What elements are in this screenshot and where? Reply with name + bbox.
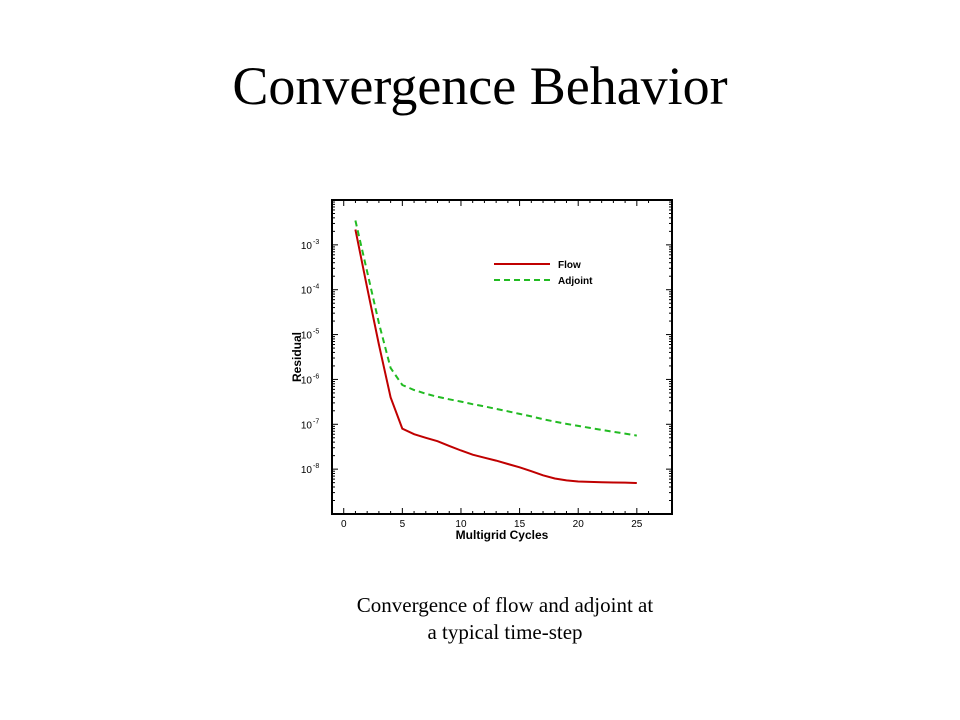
y-tick-exponent: -7 bbox=[313, 418, 319, 425]
y-axis-label: Residual bbox=[290, 332, 304, 382]
series-line-flow bbox=[354, 229, 637, 484]
chart-caption: Convergence of flow and adjoint at a typ… bbox=[356, 593, 654, 645]
series-layer bbox=[354, 220, 637, 484]
legend: Flow Adjoint bbox=[494, 260, 593, 287]
x-tick-label: 5 bbox=[400, 519, 406, 530]
x-tick-label: 20 bbox=[573, 519, 585, 530]
plot-frame bbox=[331, 199, 673, 515]
y-tick-label: 10 bbox=[301, 420, 313, 431]
x-axis-label: Multigrid Cycles bbox=[456, 528, 549, 542]
y-tick-exponent: -5 bbox=[313, 329, 319, 336]
y-tick-exponent: -6 bbox=[313, 373, 319, 380]
y-tick-exponent: -4 bbox=[313, 284, 319, 291]
y-tick-label: 10 bbox=[301, 286, 313, 297]
slide-title: Convergence Behavior bbox=[232, 56, 728, 116]
x-tick-label: 10 bbox=[455, 519, 467, 530]
x-tick-label: 15 bbox=[514, 519, 526, 530]
series-line-adjoint bbox=[354, 220, 637, 437]
y-tick-exponent: -3 bbox=[313, 239, 319, 246]
legend-label-flow: Flow bbox=[558, 260, 581, 271]
x-tick-label: 0 bbox=[341, 519, 347, 530]
x-tick-label: 25 bbox=[631, 519, 643, 530]
y-tick-label: 10 bbox=[301, 331, 313, 342]
y-tick-label: 10 bbox=[301, 375, 313, 386]
legend-label-adjoint: Adjoint bbox=[558, 276, 593, 287]
y-tick-exponent: -8 bbox=[313, 463, 319, 470]
y-tick-label: 10 bbox=[301, 465, 313, 476]
y-tick-label: 10 bbox=[301, 241, 313, 252]
